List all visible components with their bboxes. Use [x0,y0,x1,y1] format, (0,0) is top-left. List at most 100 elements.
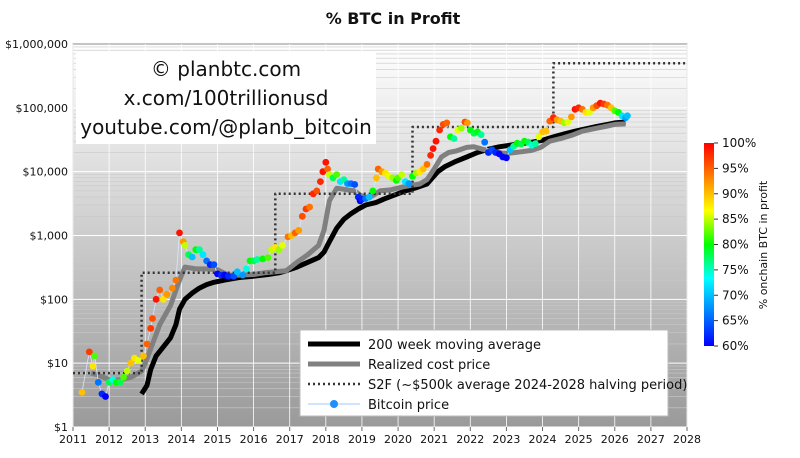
price-point [535,133,543,141]
price-point [542,127,550,135]
legend-swatch-price-dot [330,400,338,408]
x-tick-label: 2018 [312,433,340,446]
price-point [159,295,167,303]
price-point [306,203,313,211]
price-point [477,131,485,139]
x-tick-label: 2028 [673,433,701,446]
x-tick-label: 2022 [456,433,484,446]
price-point [279,242,286,249]
price-point [464,119,471,127]
price-point [373,174,380,182]
y-tick-label: $100 [40,293,68,306]
price-point [102,393,109,400]
price-point [298,212,306,220]
price-point [322,158,330,166]
price-point [259,255,266,263]
price-point [436,126,443,134]
colorbar-ticks: 100% 95% 90% 85% 80% 75% 70% 65% 60% [714,136,756,353]
x-tick-label: 2011 [59,433,87,446]
price-point [181,242,189,249]
price-point [127,359,135,367]
colorbar-label: % onchain BTC in profit [757,180,770,309]
price-point [176,229,183,237]
x-tick-label: 2024 [529,433,557,446]
y-tick-label: $1,000 [30,230,69,243]
x-tick-label: 2021 [420,433,448,446]
price-point [317,178,324,186]
price-point [264,254,272,261]
price-point [450,135,458,143]
y-tick-label: $1,000,000 [5,38,68,51]
price-point [253,256,261,263]
price-point [91,352,99,360]
colorbar-tick-label: 100% [722,136,756,150]
colorbar-tick-label: 75% [722,263,749,277]
price-point [365,193,373,201]
x-tick-label: 2023 [492,433,520,446]
price-point [210,261,218,268]
legend-label-200wma: 200 week moving average [368,338,541,353]
price-point [85,348,93,356]
x-tick-label: 2025 [565,433,593,446]
colorbar-tick-label: 70% [722,288,749,302]
price-point [333,171,341,179]
price-point [398,171,406,179]
price-point [427,152,434,159]
x-tick-label: 2017 [276,433,304,446]
price-point [143,340,151,348]
y-tick-label: $100,000 [16,102,69,115]
y-tick-label: $10 [47,357,68,370]
legend-label-s2f: S2F (~$500k average 2024-2028 halving pe… [368,378,687,393]
legend-box [299,329,669,417]
x-axis-ticks: 2011 2012 2013 2014 2015 2016 2017 2018 2019 2020… [59,427,701,446]
y-tick-label: $1 [54,421,68,434]
watermark-line-3: youtube.com/@planb_bitcoin [80,115,372,139]
price-point [140,352,147,360]
price-point [423,161,431,168]
x-tick-label: 2019 [348,433,376,446]
price-point [531,140,539,148]
watermark-line-2: x.com/100trillionusd [124,86,329,110]
legend-label-realized: Realized cost price [368,358,490,373]
price-point [239,271,247,279]
colorbar-gradient [704,143,714,346]
colorbar-tick-label: 90% [722,187,749,201]
price-point [123,367,131,375]
legend-label-price: Bitcoin price [368,398,449,413]
price-point [172,276,180,284]
price-point [503,154,510,162]
colorbar-tick-label: 80% [722,238,749,252]
price-point [443,119,451,127]
price-point [196,246,203,254]
price-point [481,138,489,146]
x-tick-label: 2020 [384,433,412,446]
price-point [120,373,127,381]
price-point [199,251,207,259]
price-point [233,268,241,276]
price-point [243,265,250,273]
price-point [295,227,303,234]
watermark-box [76,52,376,144]
price-point [369,187,377,195]
price-point [457,124,465,132]
price-point [156,286,164,294]
x-tick-label: 2015 [203,433,231,446]
price-point [152,295,160,303]
price-point [168,284,176,292]
price-point [432,137,440,145]
price-point [564,118,572,126]
price-point [351,181,359,188]
x-tick-label: 2013 [131,433,159,446]
price-point [405,180,413,188]
price-point [94,379,102,386]
y-axis-ticks: $1 $10 $100 $1,000 $10,000 $100,000 $1,000,000 [5,38,68,434]
series-layer [73,61,687,400]
x-tick-label: 2027 [637,433,665,446]
price-point [89,362,97,370]
price-point [429,145,437,153]
x-tick-label: 2014 [167,433,195,446]
price-point [419,165,427,173]
colorbar-tick-label: 60% [722,339,749,353]
